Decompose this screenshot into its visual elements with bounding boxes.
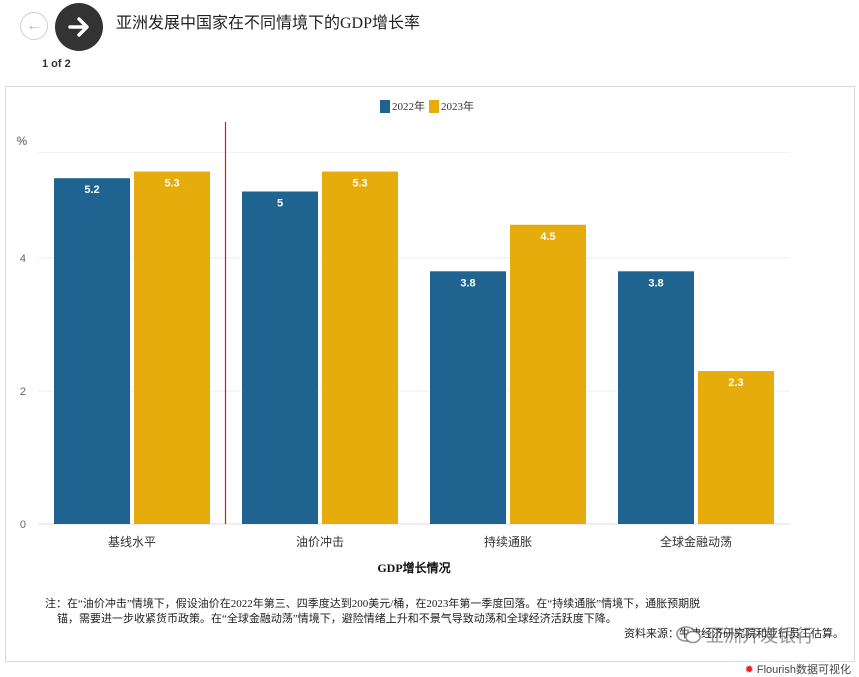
y-axis-label: % — [17, 134, 28, 148]
legend-label-2023: 2023年 — [441, 101, 474, 113]
data-label: 3.8 — [648, 277, 663, 289]
previous-slide-button[interactable]: ← — [20, 12, 48, 40]
flourish-credit[interactable]: ✹ Flourish数据可视化 — [745, 661, 851, 677]
data-label: 5.3 — [352, 178, 367, 190]
slide-title: 亚洲发展中国家在不同情境下的GDP增长率 — [116, 15, 421, 32]
data-label: 3.8 — [460, 277, 475, 289]
legend-swatch-2023 — [429, 99, 439, 113]
credit-text: Flourish数据可视化 — [756, 664, 851, 676]
legend-swatch-2022 — [380, 99, 390, 113]
x-axis-title: GDP增长情况 — [377, 560, 450, 575]
data-label: 5.3 — [164, 178, 179, 190]
x-tick-label: 油价冲击 — [296, 534, 344, 549]
bar-2023 — [322, 171, 398, 525]
bar-2022 — [242, 191, 318, 524]
data-label: 2.3 — [728, 377, 743, 389]
slide-counter: 1 of 2 — [42, 58, 71, 70]
flourish-icon: ✹ — [744, 663, 754, 676]
watermark: 亚洲开发银行 — [676, 622, 814, 648]
legend-label-2022: 2022年 — [392, 101, 425, 113]
x-tick-label: 持续通胀 — [484, 534, 532, 549]
bar-2023 — [134, 171, 210, 525]
y-tick-label: 0 — [20, 519, 26, 531]
note-source: 资料来源：牛津经济研究院和亚行员工估算。 — [624, 628, 844, 640]
legend-item-2022[interactable]: 2022年 — [380, 98, 425, 114]
arrow-left-icon: ← — [26, 17, 42, 34]
note-line-1: 注：在“油价冲击”情境下，假设油价在2022年第三、四季度达到200美元/桶，在… — [45, 598, 701, 610]
bar-2022 — [430, 271, 506, 524]
bar-2022 — [618, 271, 694, 524]
next-slide-button[interactable] — [55, 3, 103, 51]
bar-2022 — [54, 178, 130, 524]
x-tick-label: 基线水平 — [108, 535, 156, 549]
bar-2023 — [698, 371, 774, 524]
chart-legend: 2022年 2023年 — [380, 98, 474, 114]
watermark-text: 亚洲开发银行 — [706, 626, 814, 647]
chart-note: 注：在“油价冲击”情境下，假设油价在2022年第三、四季度达到200美元/桶，在… — [45, 597, 850, 642]
bar-2023 — [510, 224, 586, 524]
data-label: 4.5 — [540, 231, 555, 243]
note-line-2: 锚，需要进一步收紧货币政策。在“全球金融动荡”情境下，避险情绪上升和不景气导致动… — [57, 613, 617, 625]
wechat-icon — [676, 626, 701, 644]
y-tick-label: 2 — [20, 386, 26, 398]
legend-item-2023[interactable]: 2023年 — [429, 98, 474, 114]
data-label: 5.2 — [84, 184, 99, 196]
data-label: 5 — [277, 198, 283, 210]
x-tick-label: 全球金融动荡 — [660, 534, 732, 549]
y-tick-label: 4 — [20, 253, 26, 265]
arrow-right-icon — [68, 17, 89, 37]
